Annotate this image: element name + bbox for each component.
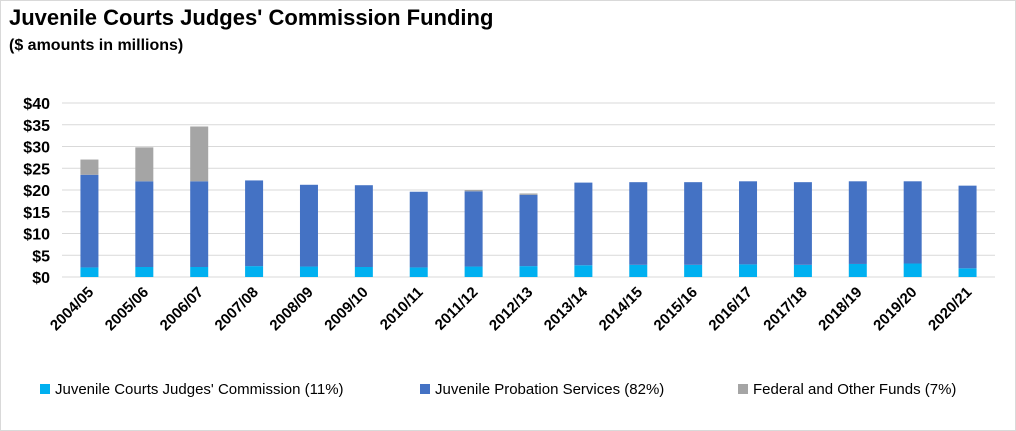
bar-segment (80, 159, 99, 175)
x-tick-label: 2012/13 (486, 284, 536, 334)
x-tick-label: 2011/12 (432, 284, 482, 334)
bar-segment (354, 185, 373, 267)
legend-label: Federal and Other Funds (7%) (753, 381, 956, 398)
y-tick-label: $30 (23, 140, 50, 157)
x-tick-label: 2004/05 (47, 284, 97, 334)
bar-segment (629, 182, 648, 265)
bar-segment (190, 181, 209, 267)
x-tick-label: 2007/08 (212, 284, 262, 334)
x-tick-label: 2005/06 (102, 284, 152, 334)
bar-segment (80, 267, 99, 277)
bar-segment (464, 266, 483, 277)
y-tick-label: $0 (32, 270, 50, 287)
bar-segment (684, 182, 703, 265)
bar-segment (190, 266, 209, 277)
bar-segment (739, 264, 758, 277)
legend-swatch (420, 384, 430, 394)
bar-segment (574, 182, 593, 266)
legend-label: Juvenile Probation Services (82%) (435, 381, 664, 398)
y-tick-label: $25 (23, 161, 50, 178)
bar-segment (190, 126, 209, 182)
x-tick-label: 2006/07 (157, 284, 207, 334)
x-tick-label: 2009/10 (321, 284, 371, 334)
y-tick-label: $15 (23, 205, 50, 222)
bar-segment (135, 266, 154, 277)
legend-swatch (40, 384, 50, 394)
legend-label: Juvenile Courts Judges' Commission (11%) (55, 381, 344, 398)
bar-segment (519, 266, 538, 277)
y-tick-label: $20 (23, 183, 50, 200)
x-tick-label: 2016/17 (705, 284, 755, 334)
x-tick-label: 2010/11 (377, 284, 427, 334)
bar-segment (958, 268, 977, 277)
bar-segment (684, 264, 703, 277)
bar-segment (245, 266, 264, 277)
bar-segment (848, 181, 867, 264)
bar-segment (848, 263, 867, 277)
x-tick-label: 2014/15 (596, 284, 646, 334)
bar-segment (135, 147, 154, 182)
bar-segment (519, 194, 538, 267)
x-tick-label: 2013/14 (541, 283, 592, 334)
chart-title: Juvenile Courts Judges' Commission Fundi… (9, 5, 494, 30)
legend-swatch (738, 384, 748, 394)
x-tick-label: 2020/21 (925, 284, 975, 334)
bar-segment (793, 264, 812, 277)
bar-segment (245, 180, 264, 267)
bar-segment (80, 174, 99, 268)
bar-segment (135, 181, 154, 267)
bar-segment (903, 263, 922, 277)
bar-segment (409, 191, 428, 268)
bar-segment (739, 181, 758, 265)
x-tick-label: 2017/18 (760, 284, 810, 334)
bar-segment (903, 181, 922, 264)
x-tick-label: 2008/09 (266, 284, 316, 334)
x-tick-label: 2019/20 (870, 284, 920, 334)
bar-segment (464, 190, 483, 192)
y-tick-label: $40 (23, 96, 50, 113)
y-tick-label: $10 (23, 227, 50, 244)
bar-segment (299, 184, 318, 267)
bar-segment (629, 264, 648, 277)
y-tick-label: $5 (32, 248, 50, 265)
bar-segment (519, 193, 538, 195)
bar-segment (354, 266, 373, 277)
bar-segment (793, 182, 812, 265)
bar-segment (958, 185, 977, 269)
bar-segment (409, 267, 428, 277)
bar-segment (299, 266, 318, 277)
bar-segment (574, 265, 593, 277)
chart-subtitle: ($ amounts in millions) (9, 37, 184, 54)
x-tick-label: 2015/16 (651, 284, 701, 334)
y-tick-label: $35 (23, 118, 50, 135)
bar-segment (464, 191, 483, 267)
x-tick-label: 2018/19 (815, 284, 865, 334)
